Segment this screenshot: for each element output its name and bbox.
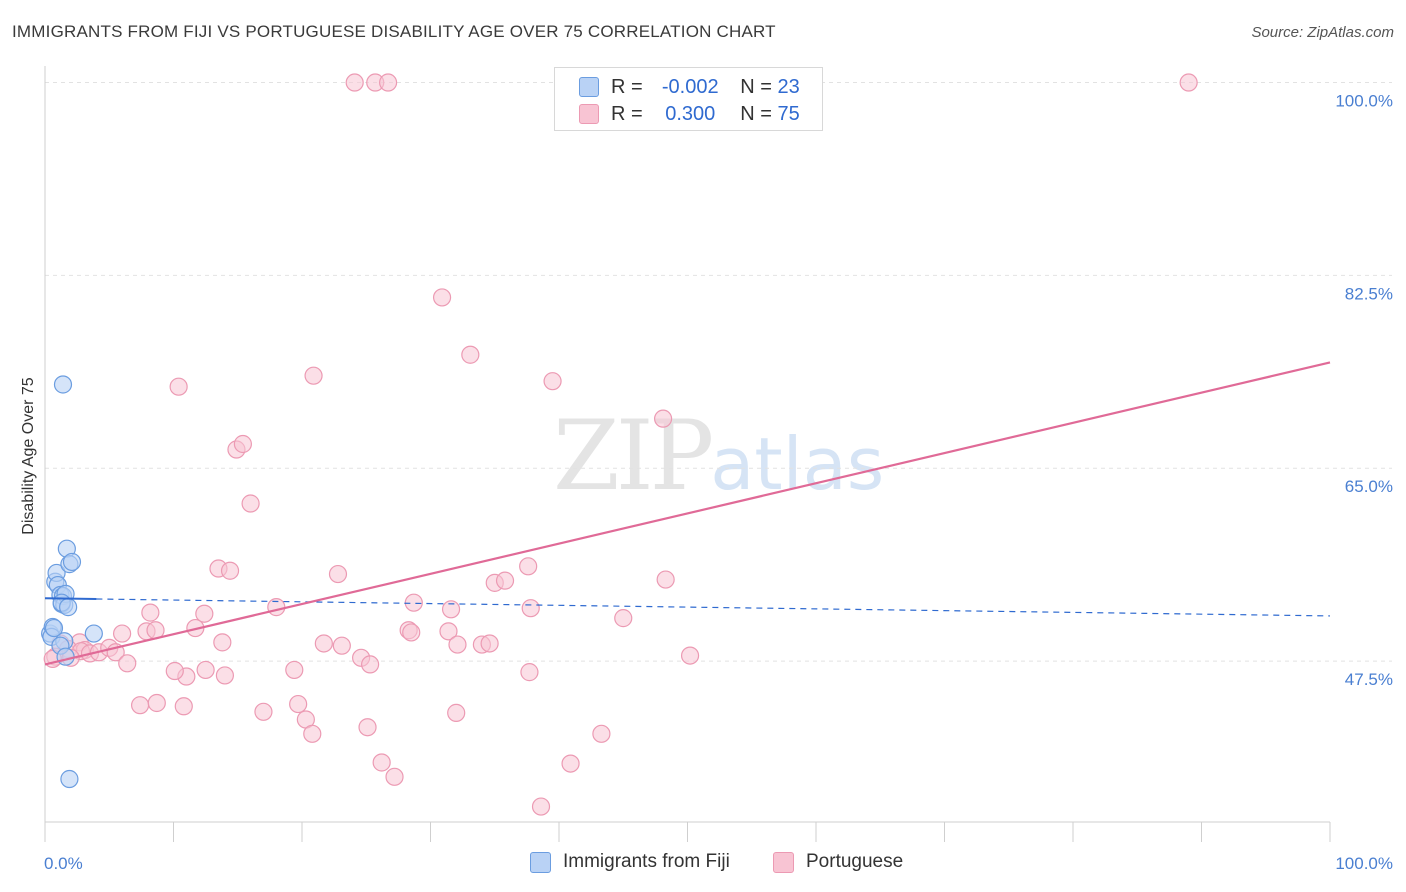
watermark: ZIPatlas xyxy=(553,400,884,512)
portuguese-point xyxy=(531,797,551,816)
chart-title: IMMIGRANTS FROM FIJI VS PORTUGUESE DISAB… xyxy=(12,22,776,41)
portuguese-point xyxy=(561,754,580,773)
portuguese-point xyxy=(680,646,700,665)
fiji-point xyxy=(84,624,103,643)
portuguese-point xyxy=(441,600,461,619)
portuguese-point xyxy=(304,366,323,385)
legend-pt-r-value: 0.300 xyxy=(665,102,716,125)
y-tick-label: 100.0% xyxy=(1335,92,1393,111)
grid-lines xyxy=(45,82,1392,662)
portuguese-point xyxy=(480,634,499,653)
y-tick-label: 47.5% xyxy=(1345,670,1393,689)
portuguese-point xyxy=(213,633,232,652)
portuguese-point xyxy=(614,609,633,628)
portuguese-point xyxy=(233,434,252,454)
x-tick-label-start: 0.0% xyxy=(44,854,83,873)
portuguese-point xyxy=(220,561,240,580)
correlation-legend: R = -0.002 N = 23 R = 0.300 N = 75 xyxy=(554,67,823,131)
fiji-point xyxy=(60,769,79,789)
y-tick-label: 65.0% xyxy=(1345,477,1393,496)
portuguese-point xyxy=(439,622,458,641)
portuguese-point xyxy=(112,624,132,643)
portuguese-point xyxy=(447,703,466,722)
portuguese-point xyxy=(332,636,351,655)
fiji-trend-line-solid xyxy=(44,597,97,600)
fiji-legend-swatch-icon xyxy=(530,851,551,873)
portuguese-point xyxy=(130,696,150,715)
trend-lines xyxy=(44,361,1331,666)
y-tick-label: 82.5% xyxy=(1345,284,1393,303)
portuguese-point xyxy=(592,724,611,743)
legend-fiji-r-value: -0.002 xyxy=(661,75,719,98)
axes xyxy=(44,66,1331,842)
portuguese-point xyxy=(141,603,160,622)
legend-item-portuguese[interactable]: Portuguese xyxy=(773,851,903,873)
legend-fiji-n-value: 23 xyxy=(777,75,800,98)
portuguese-point xyxy=(520,663,539,682)
portuguese-point xyxy=(285,660,304,680)
portuguese-point xyxy=(521,599,540,618)
legend-pt-r-label: R = xyxy=(611,102,643,125)
portuguese-point xyxy=(653,409,673,428)
portuguese-point xyxy=(402,623,421,642)
portuguese-point xyxy=(169,377,188,396)
portuguese-point xyxy=(461,345,480,364)
portuguese-swatch-icon xyxy=(579,104,599,124)
portuguese-point xyxy=(328,564,348,584)
legend-fiji-n-label: N = xyxy=(740,75,772,98)
watermark-atlas: atlas xyxy=(710,422,885,506)
portuguese-trend-line xyxy=(44,361,1331,666)
portuguese-point xyxy=(241,494,260,513)
source-label: Source: ZipAtlas.com xyxy=(1251,24,1394,41)
portuguese-point xyxy=(314,634,333,653)
y-axis-label: Disability Age Over 75 xyxy=(20,377,37,535)
watermark-zip: ZIP xyxy=(553,400,714,512)
fiji-trend-line-dashed xyxy=(96,598,1331,617)
portuguese-point xyxy=(196,660,215,680)
portuguese-legend-swatch-icon xyxy=(773,851,794,873)
legend-item-fiji[interactable]: Immigrants from Fiji xyxy=(530,851,730,873)
legend-row-fiji: R = -0.002 N = 23 xyxy=(579,74,800,100)
portuguese-point xyxy=(385,767,404,786)
portuguese-point xyxy=(543,372,562,391)
portuguese-point xyxy=(289,694,308,714)
portuguese-point xyxy=(432,288,452,307)
portuguese-point xyxy=(147,693,166,713)
legend-fiji-r-label: R = xyxy=(611,75,643,98)
portuguese-point xyxy=(345,73,364,92)
portuguese-point xyxy=(118,654,137,673)
fiji-point xyxy=(44,618,64,638)
portuguese-point xyxy=(361,655,380,674)
fiji-swatch-icon xyxy=(579,77,599,97)
fiji-point xyxy=(59,598,78,617)
fiji-point xyxy=(62,552,82,572)
x-tick-label-end: 100.0% xyxy=(1335,854,1393,873)
fiji-point xyxy=(56,647,75,666)
portuguese-point xyxy=(656,570,675,589)
portuguese-point xyxy=(495,571,515,590)
fiji-point xyxy=(53,375,73,394)
portuguese-point xyxy=(372,753,391,772)
portuguese-point xyxy=(174,697,193,716)
legend-row-portuguese: R = 0.300 N = 75 xyxy=(579,101,800,127)
legend-pt-n-value: 75 xyxy=(777,102,800,125)
legend-portuguese-label: Portuguese xyxy=(806,851,904,872)
portuguese-point xyxy=(254,702,273,721)
portuguese-point xyxy=(1179,73,1198,92)
portuguese-point xyxy=(303,724,322,743)
portuguese-point xyxy=(165,661,184,681)
legend-pt-n-label: N = xyxy=(740,102,772,125)
portuguese-point xyxy=(215,666,234,685)
portuguese-point xyxy=(358,718,377,737)
portuguese-point xyxy=(378,73,398,92)
portuguese-point xyxy=(519,557,538,576)
portuguese-point xyxy=(195,604,214,623)
portuguese-point xyxy=(448,635,467,654)
fiji-points xyxy=(41,375,103,789)
legend-fiji-label: Immigrants from Fiji xyxy=(563,851,730,872)
tick-labels: 47.5% 65.0% 82.5% 100.0% 0.0% 100.0% xyxy=(44,92,1393,873)
series-legend: Immigrants from Fiji Portuguese xyxy=(0,851,1406,879)
portuguese-points xyxy=(43,73,1198,816)
